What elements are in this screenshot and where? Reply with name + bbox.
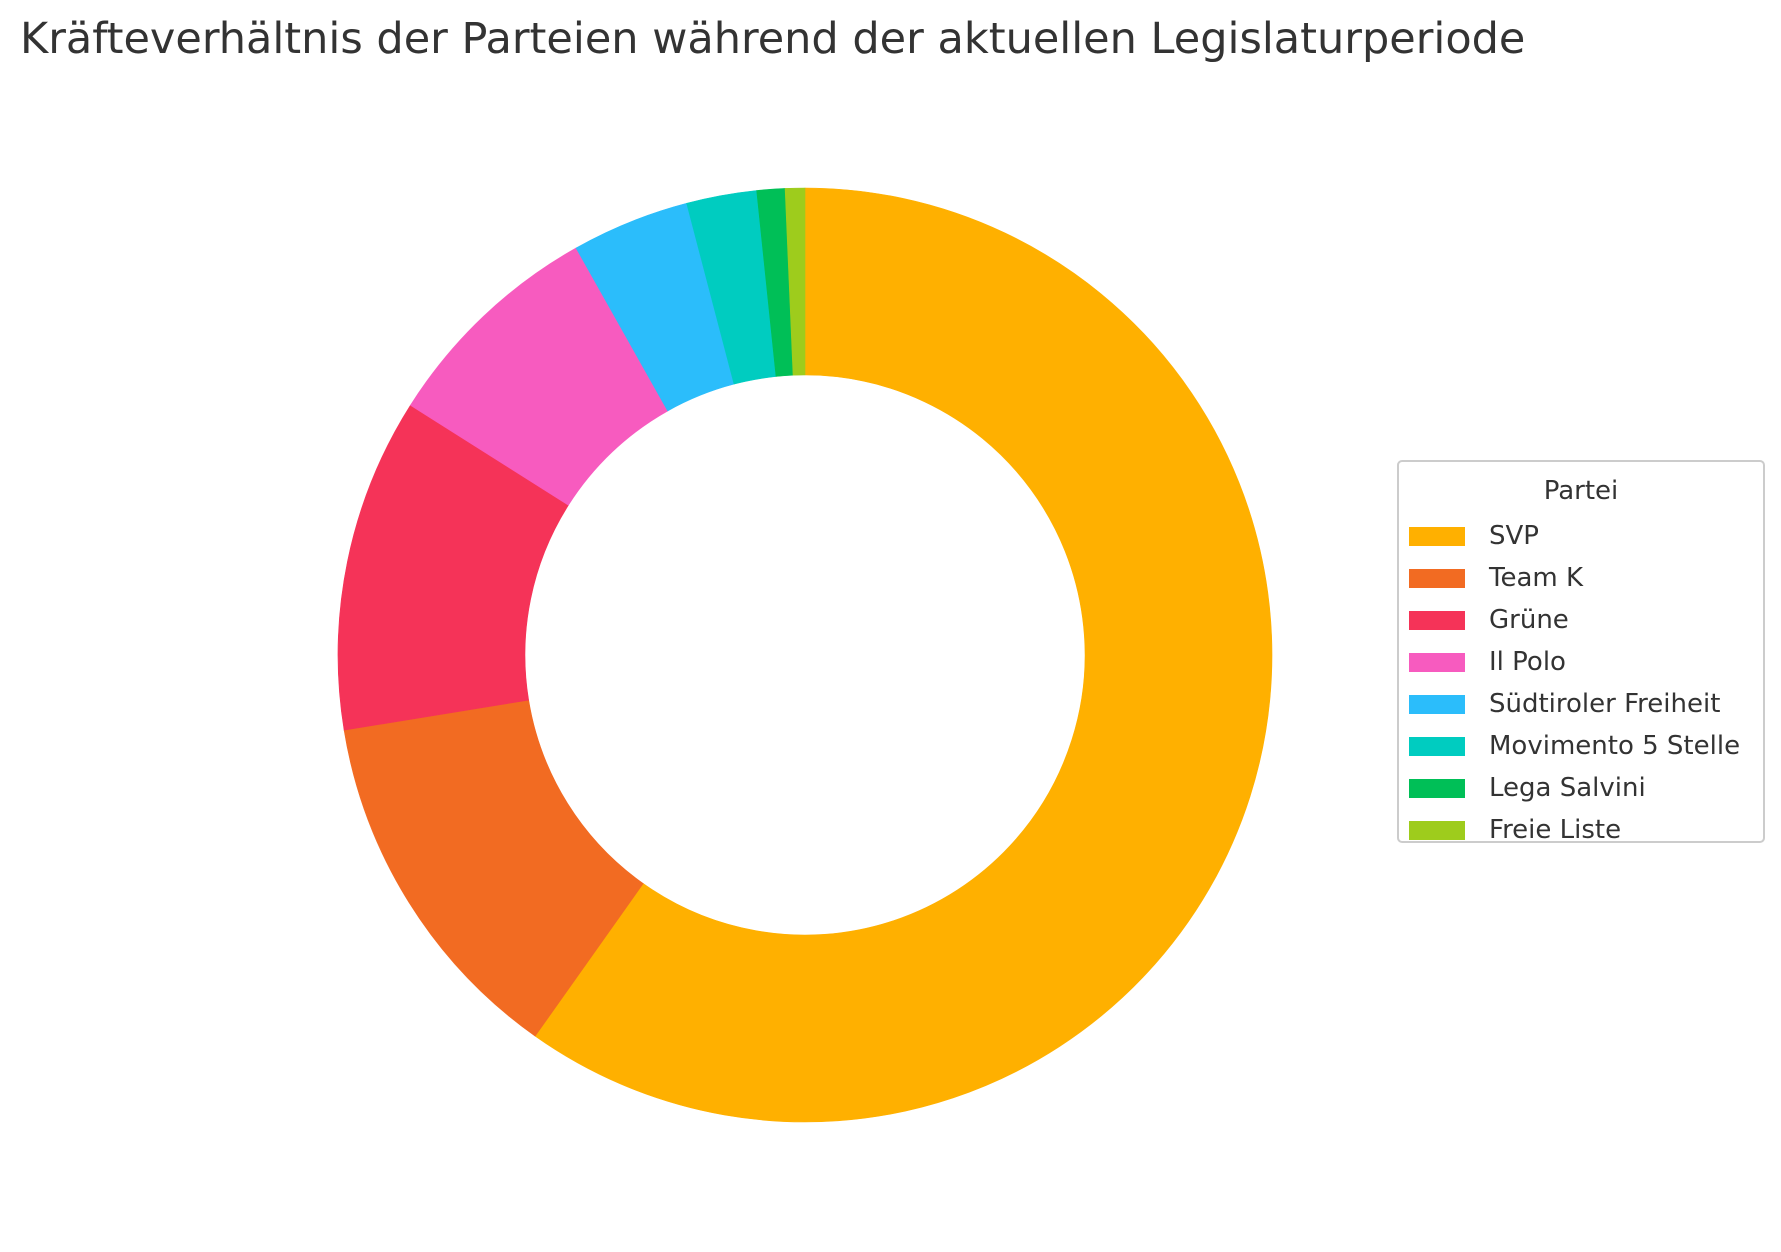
legend-swatch [1409,610,1465,630]
legend-swatch [1409,694,1465,714]
slice-gruene [337,404,569,731]
chart-title: Kräfteverhältnis der Parteien während de… [20,14,1526,64]
legend-item-lega-salvini: Lega Salvini [1409,767,1740,809]
legend-label: Grüne [1489,605,1569,635]
legend-label: Team K [1489,563,1584,593]
slice-freie-liste [784,187,806,376]
legend-item-il-polo: Il Polo [1409,641,1740,683]
legend-item-team-k: Team K [1409,557,1740,599]
legend-swatch [1409,778,1465,798]
legend-item-gruene: Grüne [1409,599,1740,641]
legend-title: Partei [1543,476,1619,506]
legend-label: SVP [1489,521,1539,551]
legend-item-freie-liste: Freie Liste [1409,809,1740,851]
legend-swatch [1409,736,1465,756]
legend-label: Il Polo [1489,647,1566,677]
legend-swatch [1409,526,1465,546]
legend-item-suedtiroler-freiheit: Südtiroler Freiheit [1409,683,1740,725]
legend-label: Südtiroler Freiheit [1489,689,1721,719]
legend-swatch [1409,568,1465,588]
legend-label: Movimento 5 Stelle [1489,731,1741,761]
legend: Partei SVP Team K Grüne Il Polo Südtiroler F… [1397,460,1765,845]
legend-label: Lega Salvini [1489,773,1646,803]
legend-label: Freie Liste [1489,815,1622,845]
legend-swatch [1409,820,1465,840]
slice-svp [534,187,1273,1123]
legend-item-movimento-5-stelle: Movimento 5 Stelle [1409,725,1740,767]
legend-items: SVP Team K Grüne Il Polo Südtiroler Freiheit… [1409,515,1740,851]
legend-swatch [1409,652,1465,672]
legend-item-svp: SVP [1409,515,1740,557]
slice-team-k [343,699,644,1037]
